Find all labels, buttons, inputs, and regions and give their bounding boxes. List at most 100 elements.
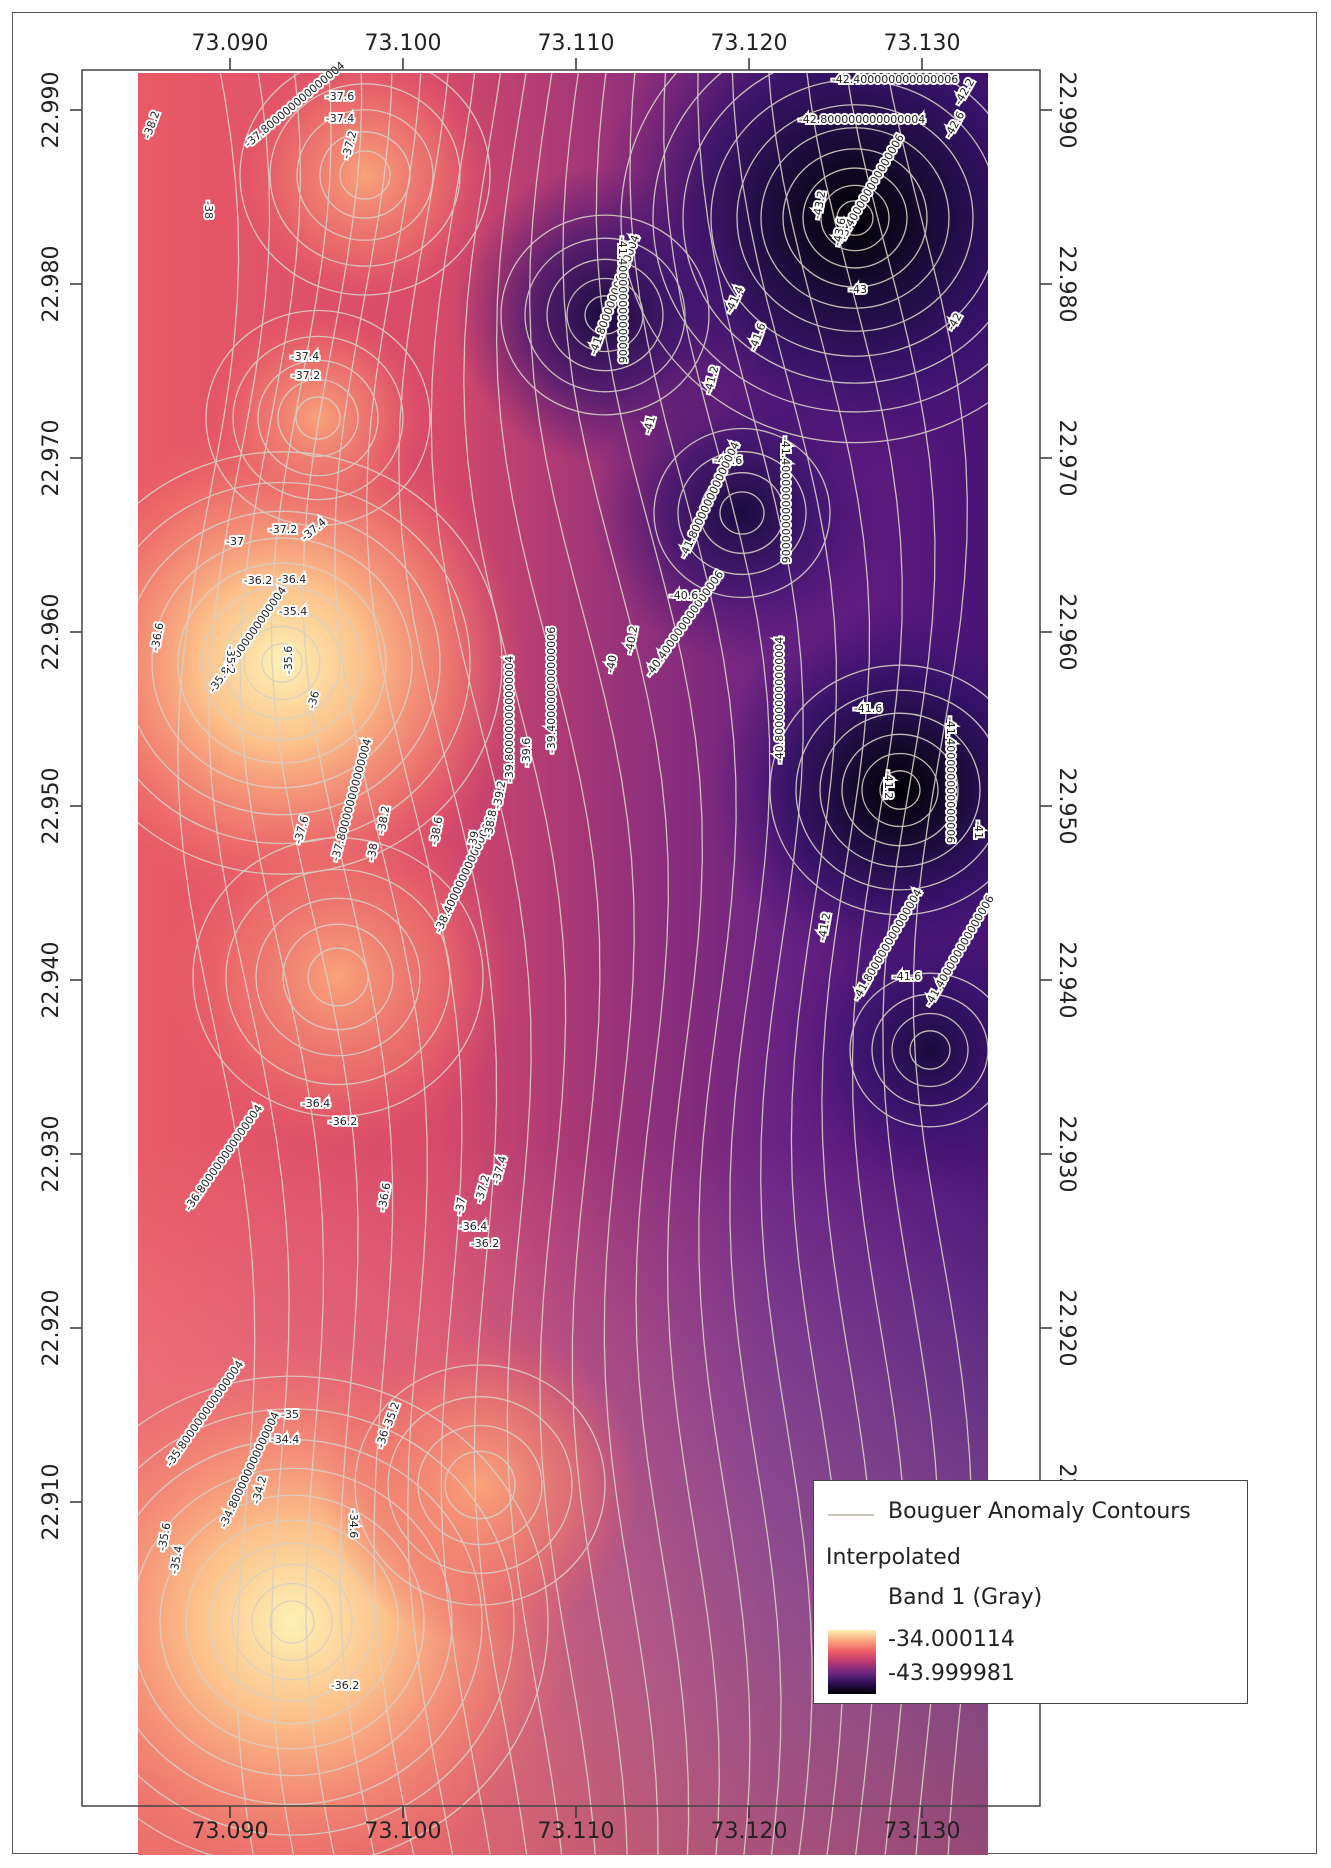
contour-line: [239, 73, 335, 1855]
contour-ring: [546, 258, 664, 372]
contour-ring: [861, 752, 939, 828]
contour-ring: [151, 537, 413, 789]
contour-ring: [339, 150, 391, 200]
contour-label: -42.400000000000006: [832, 73, 958, 86]
contour-ring: [257, 359, 379, 477]
contour-ring: [261, 643, 303, 683]
contour-label: -37.2: [269, 523, 297, 536]
contour-ring: [205, 309, 431, 527]
contour-line: [463, 73, 596, 1855]
contour-ring: [223, 606, 341, 720]
x-tick-bottom-73.090: 73.090: [192, 1819, 269, 1844]
contour-label: -34.6: [347, 1510, 360, 1538]
contour-label: -41.400000000000006: [616, 237, 629, 363]
contour-label: -42.800000000000004: [799, 113, 925, 126]
contour-label: -40.6: [670, 589, 698, 602]
contour-label: -41.400000000000006: [779, 437, 792, 563]
contour-line: [208, 73, 295, 1855]
contour-label: -37: [226, 535, 244, 548]
y-tick-left-22.930: 22.930: [39, 1116, 64, 1193]
x-tick-top-73.090: 73.090: [192, 31, 269, 56]
contour-ring: [138, 1375, 549, 1855]
contour-label: -35: [281, 1408, 299, 1421]
contour-label: -36.2: [329, 1115, 357, 1128]
map-neatline: [81, 69, 1041, 1807]
y-tick-left-22.920: 22.920: [39, 1290, 64, 1367]
contour-ring: [820, 184, 890, 252]
contour-line: [697, 73, 813, 1855]
contour-ring: [500, 214, 710, 416]
contour-line: [334, 73, 454, 1855]
contour-label: -38: [202, 201, 215, 219]
map-legend: Bouguer Anomaly Contours Interpolated Ba…: [813, 1480, 1248, 1704]
y-tick-left-22.940: 22.940: [39, 942, 64, 1019]
contour-ring: [243, 625, 321, 701]
contour-ring: [682, 73, 988, 384]
contour-label: -35.6: [156, 1522, 174, 1552]
x-tick-bottom-73.100: 73.100: [365, 1819, 442, 1844]
contour-label: -41.6: [893, 970, 921, 983]
contour-label: -36.2: [244, 574, 272, 587]
contour-ring: [269, 83, 461, 267]
y-tick-right-22.950: 22.950: [1054, 768, 1079, 845]
contour-ring: [209, 1542, 375, 1702]
contour-ring: [699, 472, 785, 554]
contour-label: -37.6: [326, 90, 354, 103]
contour-ring: [719, 491, 765, 535]
y-tick-left-22.990: 22.990: [39, 72, 64, 149]
contour-label: -36.4: [278, 573, 306, 586]
contour-ring: [185, 1519, 399, 1725]
contour-label: -35.4: [279, 605, 307, 618]
x-tick-top-73.120: 73.120: [711, 31, 788, 56]
contour-ring: [891, 1012, 969, 1088]
contour-line: [398, 73, 528, 1855]
contour-ring: [277, 378, 359, 458]
contour-line: [177, 73, 256, 1855]
contour-line: [663, 73, 782, 1855]
contour-ring: [138, 510, 441, 816]
y-tick-left-22.970: 22.970: [39, 420, 64, 497]
contour-ring: [524, 237, 686, 393]
contour-label: -43: [849, 283, 867, 296]
contour-line: [595, 73, 720, 1855]
contour-ring: [879, 770, 921, 810]
legend-raster-title: Interpolated: [826, 1545, 961, 1570]
contour-label: -41: [972, 821, 985, 839]
contour-line: [528, 73, 659, 1855]
y-tick-left-22.950: 22.950: [39, 768, 64, 845]
contour-ring: [652, 73, 988, 413]
contour-ring: [836, 200, 874, 236]
contour-ring: [138, 481, 471, 845]
contour-line: [270, 73, 375, 1855]
contour-ring: [677, 450, 807, 576]
legend-contours-label: Bouguer Anomaly Contours: [888, 1499, 1191, 1524]
contour-ring: [444, 1450, 516, 1520]
contour-ring: [251, 1582, 333, 1662]
contour-line-swatch: [828, 1514, 874, 1516]
contour-ring: [138, 1408, 515, 1836]
contour-label: -38.8: [482, 809, 500, 839]
legend-max-value: -34.000114: [888, 1627, 1015, 1652]
contour-ring: [909, 1030, 951, 1070]
contour-label: -40.800000000000004: [773, 637, 786, 763]
contour-ring: [138, 1467, 453, 1777]
legend-color-ramp: [828, 1630, 876, 1694]
contour-label: -41.400000000000006: [944, 717, 957, 843]
contour-ring: [760, 127, 950, 309]
y-tick-right-22.960: 22.960: [1054, 594, 1079, 671]
contour-ring: [138, 1439, 483, 1805]
y-tick-right-22.920: 22.920: [1054, 1290, 1079, 1367]
contour-label: -39.6: [520, 738, 533, 766]
contour-ring: [296, 109, 434, 241]
contour-label: -41.6: [714, 454, 742, 467]
contour-ring: [871, 993, 988, 1107]
y-tick-right-22.940: 22.940: [1054, 942, 1079, 1019]
x-tick-bottom-73.130: 73.130: [884, 1819, 961, 1844]
contour-ring: [849, 972, 988, 1128]
contour-ring: [653, 427, 831, 599]
contour-label: -37: [453, 1196, 469, 1216]
contour-label: -41.2: [882, 771, 895, 799]
contour-label: -35.2: [224, 646, 237, 674]
contour-ring: [159, 1494, 425, 1750]
